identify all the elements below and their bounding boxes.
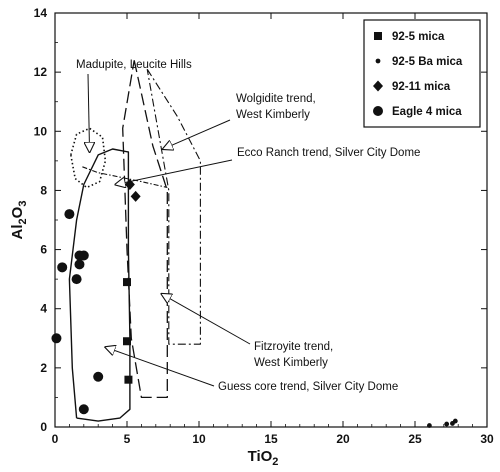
legend-label: 92-5 mica (392, 31, 445, 43)
annotation-arrow (88, 73, 90, 152)
annotation-text: Wolgidite trend, (236, 93, 316, 105)
annotation-text: Ecco Ranch trend, Silver City Dome (237, 147, 420, 159)
point-92-5-ba-mica (452, 418, 458, 424)
point-eagle-4-mica (74, 259, 85, 270)
x-tick-label: 25 (408, 432, 422, 446)
y-axis-title: Al2O3 (9, 201, 29, 240)
x-tick-label: 5 (124, 432, 131, 446)
legend-swatch-diamond (373, 80, 383, 92)
annotation: Madupite, Leucite Hills (76, 59, 192, 152)
field-madupite-leucite-hills (70, 127, 107, 189)
annotation-text-2: West Kimberly (236, 109, 310, 121)
x-tick-label: 15 (264, 432, 278, 446)
field-wolgidite-trend-west-kimberly (146, 68, 201, 345)
field-fitzroyite-trend-west-kimberly (122, 60, 168, 399)
field-eagle-4-mica-field (68, 148, 131, 422)
legend: 92-5 mica 92-5 Ba mica 92-11 mica Eagle 4 m… (363, 19, 481, 128)
data-points (51, 179, 458, 428)
y-axis-title-sub: 3 (17, 201, 29, 207)
point-92-5-mica (123, 278, 131, 287)
x-axis-title-sub: 2 (272, 456, 278, 468)
legend-box (363, 19, 481, 128)
y-tick-label: 14 (34, 6, 48, 20)
point-92-5-mica (124, 375, 133, 384)
annotation-arrow (105, 347, 215, 387)
x-tick-label: 0 (52, 432, 59, 446)
y-tick-label: 4 (40, 302, 47, 316)
annotation-text: Guess core trend, Silver City Dome (218, 381, 398, 393)
annotation-text: Fitzroyite trend, (254, 341, 333, 353)
legend-label: Eagle 4 mica (392, 106, 462, 118)
y-axis-title-sub: 2 (17, 218, 29, 224)
point-92-11-mica (130, 190, 141, 202)
annotation: Ecco Ranch trend, Silver City Dome (115, 147, 420, 185)
x-tick-label: 10 (192, 432, 206, 446)
y-tick-label: 0 (40, 420, 47, 434)
annotation-arrow (163, 119, 231, 149)
annotation-arrow (115, 159, 233, 185)
legend-swatch-circle (373, 106, 383, 116)
x-axis-title: TiO2 (248, 448, 279, 468)
legend-swatch-square (374, 32, 382, 40)
point-92-11-mica (124, 179, 135, 191)
x-tick-label: 30 (480, 432, 494, 446)
y-tick-label: 6 (40, 243, 47, 257)
annotation-text-2: West Kimberly (254, 357, 328, 369)
point-92-5-mica (123, 337, 131, 346)
x-axis-title-main: TiO (248, 448, 273, 465)
point-eagle-4-mica (57, 262, 68, 273)
y-axis-title-main: O (9, 206, 26, 218)
legend-label: 92-11 mica (392, 81, 451, 93)
point-92-5-ba-mica (444, 421, 450, 427)
field-ecco-ranch-trend-silver-city-dome (82, 166, 168, 189)
annotation: Wolgidite trend, West Kimberly (163, 93, 316, 149)
y-axis-title-main: Al (9, 224, 26, 239)
point-eagle-4-mica (71, 274, 82, 285)
trend-fields (68, 60, 201, 422)
y-tick-label: 2 (40, 361, 47, 375)
y-tick-label: 8 (40, 183, 47, 197)
annotation: Fitzroyite trend, West Kimberly (162, 294, 333, 369)
point-eagle-4-mica (78, 404, 89, 415)
y-tick-label: 10 (34, 124, 48, 138)
y-tick-label: 12 (34, 65, 48, 79)
annotation: Guess core trend, Silver City Dome (105, 347, 398, 393)
annotation-text: Madupite, Leucite Hills (76, 59, 192, 71)
legend-label: 92-5 Ba mica (392, 56, 463, 68)
point-eagle-4-mica (78, 250, 89, 261)
annotation-arrow (162, 294, 251, 345)
point-eagle-4-mica (64, 209, 75, 220)
legend-swatch-small-dot (375, 58, 381, 64)
x-tick-label: 20 (336, 432, 350, 446)
point-eagle-4-mica (93, 371, 104, 382)
